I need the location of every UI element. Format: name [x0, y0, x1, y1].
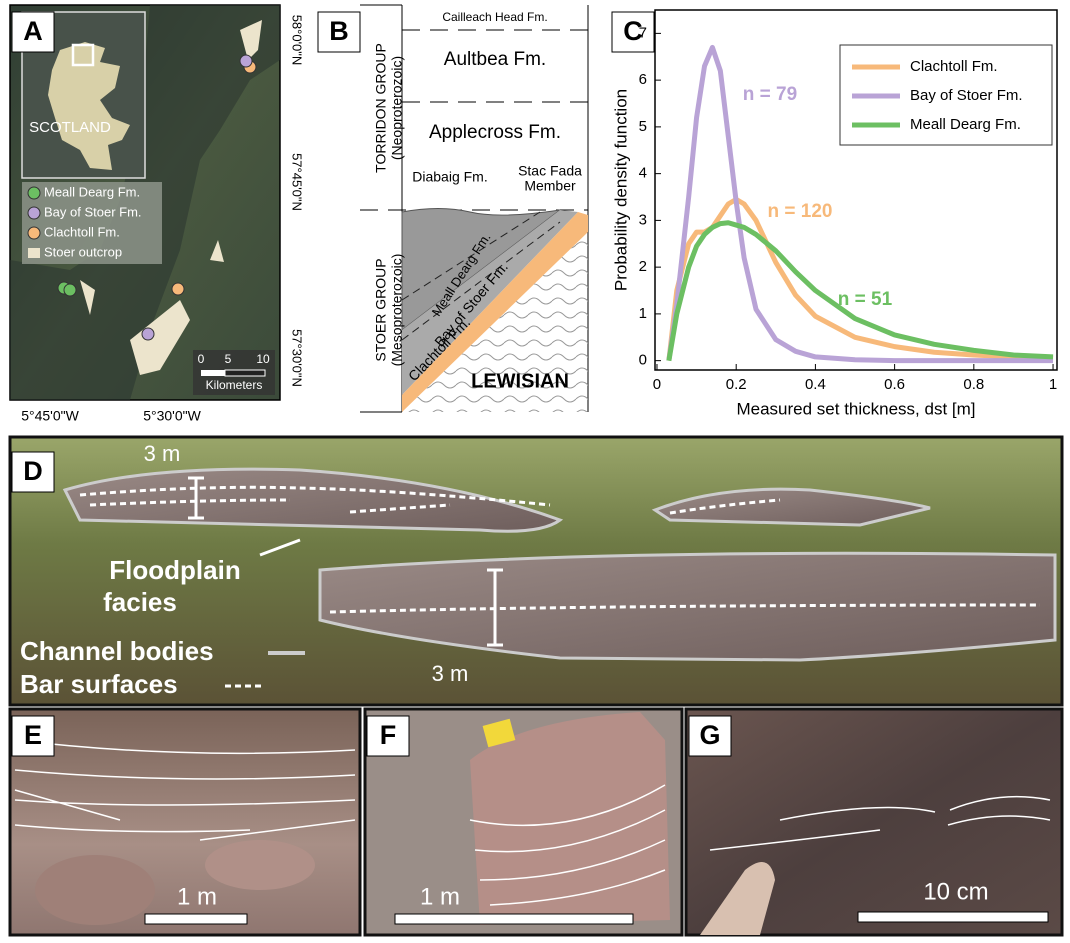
x-tick-label: 1	[1049, 376, 1057, 393]
lat-label: 57°45'0"N	[290, 153, 305, 211]
group-name: TORRIDON GROUP	[373, 43, 389, 173]
unit-name: Cailleach Head Fm.	[442, 10, 547, 24]
x-tick-label: 0.4	[805, 376, 826, 393]
x-tick-label: 0.8	[963, 376, 984, 393]
unit-name: Applecross Fm.	[429, 122, 561, 143]
panel-b: B TORRIDON GROUP (Neoproterozoic) STOER …	[318, 5, 588, 412]
scale-label: 10	[256, 352, 270, 366]
y-tick-label: 0	[639, 352, 647, 369]
site	[240, 55, 252, 67]
panel-label: B	[329, 16, 349, 46]
scale-bar	[395, 914, 633, 924]
figure: A SCOTLAND Meall Dearg Fm. Bay of Stoer …	[0, 0, 1070, 938]
legend-symbol	[28, 187, 40, 199]
scale-label: 1 m	[420, 883, 460, 910]
y-axis-label: Probability density function	[611, 89, 630, 291]
legend-symbol	[28, 207, 40, 219]
y-tick-label: 6	[639, 71, 647, 88]
legend-label: Bar surfaces	[20, 669, 178, 699]
scale-label: 5	[225, 352, 232, 366]
annotation: n = 51	[838, 289, 893, 310]
boulder	[205, 840, 315, 890]
panel-label: A	[23, 16, 43, 46]
facies-label: Floodplain	[109, 555, 240, 585]
unit-name: LEWISIAN	[471, 370, 569, 392]
legend-label: Channel bodies	[20, 636, 214, 666]
site	[172, 283, 184, 295]
legend-symbol	[28, 227, 40, 239]
site	[64, 284, 76, 296]
lat-label: 58°0'0"N	[290, 15, 305, 66]
lat-label: 57°30'0"N	[290, 329, 305, 387]
legend-label: Meall Dearg Fm.	[44, 184, 140, 199]
legend-label: Bay of Stoer Fm.	[44, 204, 142, 219]
y-tick-label: 7	[639, 24, 647, 41]
inset-label: SCOTLAND	[29, 119, 111, 136]
x-axis-label: Measured set thickness, dst [m]	[736, 399, 975, 418]
y-tick-label: 5	[639, 118, 647, 135]
group-name: STOER GROUP	[373, 258, 389, 361]
boulder	[35, 855, 155, 925]
panel-label: G	[699, 720, 720, 750]
panel-a: A SCOTLAND Meall Dearg Fm. Bay of Stoer …	[10, 5, 305, 424]
panel-label: D	[23, 456, 43, 486]
lon-label: 5°30'0"W	[143, 408, 201, 424]
legend-symbol	[28, 248, 40, 258]
unit-name: Member	[524, 178, 576, 194]
panel-label: F	[380, 720, 397, 750]
legend-label: Stoer outcrop	[44, 244, 122, 259]
group-age: (Mesoproterozoic)	[389, 254, 405, 367]
thickness-label: 3 m	[144, 441, 181, 466]
thickness-label: 3 m	[432, 661, 469, 686]
panel-e: E 1 m	[10, 709, 360, 935]
scale-bar	[201, 370, 225, 376]
legend-label: Clachtoll Fm.	[44, 224, 120, 239]
panel-label: E	[24, 720, 42, 750]
legend-label: Meall Dearg Fm.	[910, 116, 1021, 133]
unit-name: Stac Fada	[518, 163, 582, 179]
y-tick-label: 4	[639, 165, 647, 182]
scale-bar	[225, 370, 265, 376]
panel-d: D 3 m 3 m Floodplain facies Channel bodi…	[10, 437, 1062, 705]
site	[142, 328, 154, 340]
legend-label: Clachtoll Fm.	[910, 58, 998, 75]
scale-label: Kilometers	[206, 378, 263, 392]
scale-label: 10 cm	[923, 878, 988, 905]
panel-c: C Probability density function Measured …	[611, 10, 1057, 418]
scale-label: 0	[198, 352, 205, 366]
x-tick-label: 0.6	[884, 376, 905, 393]
unit-name: Diabaig Fm.	[412, 169, 487, 185]
scale-bar	[145, 914, 247, 924]
group-age: (Neoproterozoic)	[389, 56, 405, 160]
x-tick-label: 0.2	[726, 376, 747, 393]
panel-g: G 10 cm	[686, 709, 1062, 935]
facies-label: facies	[103, 587, 177, 617]
panel-f: F 1 m	[365, 709, 682, 935]
y-tick-label: 2	[639, 258, 647, 275]
annotation: n = 79	[743, 84, 797, 105]
annotation: n = 120	[768, 201, 833, 222]
x-tick-label: 0	[653, 376, 661, 393]
legend-label: Bay of Stoer Fm.	[910, 87, 1023, 104]
y-tick-label: 3	[639, 211, 647, 228]
scale-bar	[858, 912, 1048, 922]
lon-label: 5°45'0"W	[21, 408, 79, 424]
y-tick-label: 1	[639, 305, 647, 322]
unit-name: Aultbea Fm.	[444, 49, 546, 70]
scale-label: 1 m	[177, 883, 217, 910]
